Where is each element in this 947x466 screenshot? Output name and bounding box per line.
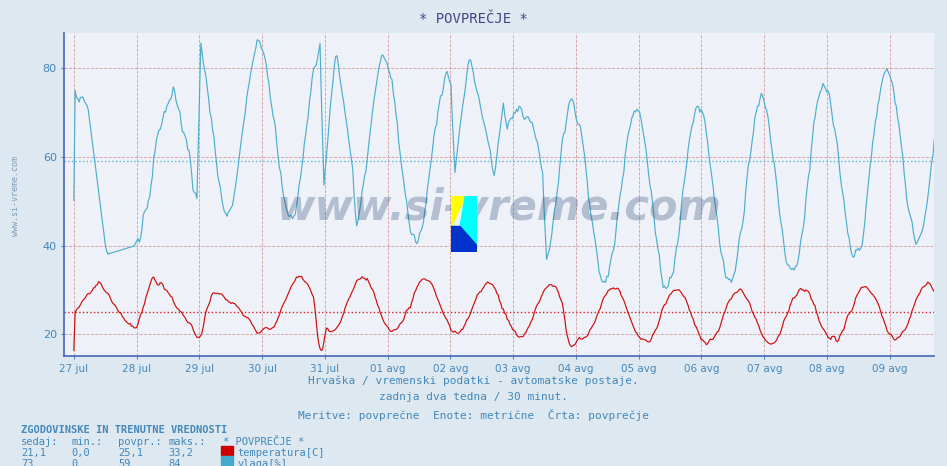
Text: 33,2: 33,2 <box>169 448 193 458</box>
Text: 25,1: 25,1 <box>118 448 143 458</box>
Text: min.:: min.: <box>71 437 102 447</box>
Polygon shape <box>460 196 477 246</box>
Text: zadnja dva tedna / 30 minut.: zadnja dva tedna / 30 minut. <box>379 392 568 402</box>
Text: Hrvaška / vremenski podatki - avtomatske postaje.: Hrvaška / vremenski podatki - avtomatske… <box>308 375 639 386</box>
Polygon shape <box>451 226 477 252</box>
Text: 73: 73 <box>21 459 33 466</box>
Text: * POVPREČJE *: * POVPREČJE * <box>420 12 527 26</box>
Text: 59: 59 <box>118 459 131 466</box>
Text: 0: 0 <box>71 459 78 466</box>
Text: vlaga[%]: vlaga[%] <box>238 459 288 466</box>
Text: sedaj:: sedaj: <box>21 437 59 447</box>
Text: ZGODOVINSKE IN TRENUTNE VREDNOSTI: ZGODOVINSKE IN TRENUTNE VREDNOSTI <box>21 425 227 435</box>
Text: 84: 84 <box>169 459 181 466</box>
Polygon shape <box>451 196 465 226</box>
Text: temperatura[C]: temperatura[C] <box>238 448 325 458</box>
Text: www.si-vreme.com: www.si-vreme.com <box>277 186 722 228</box>
Text: * POVPREČJE *: * POVPREČJE * <box>223 437 304 447</box>
Text: 21,1: 21,1 <box>21 448 45 458</box>
Text: Meritve: povprečne  Enote: metrične  Črta: povprečje: Meritve: povprečne Enote: metrične Črta:… <box>298 409 649 421</box>
Text: www.si-vreme.com: www.si-vreme.com <box>11 156 21 236</box>
Text: 0,0: 0,0 <box>71 448 90 458</box>
Text: povpr.:: povpr.: <box>118 437 162 447</box>
Text: maks.:: maks.: <box>169 437 206 447</box>
